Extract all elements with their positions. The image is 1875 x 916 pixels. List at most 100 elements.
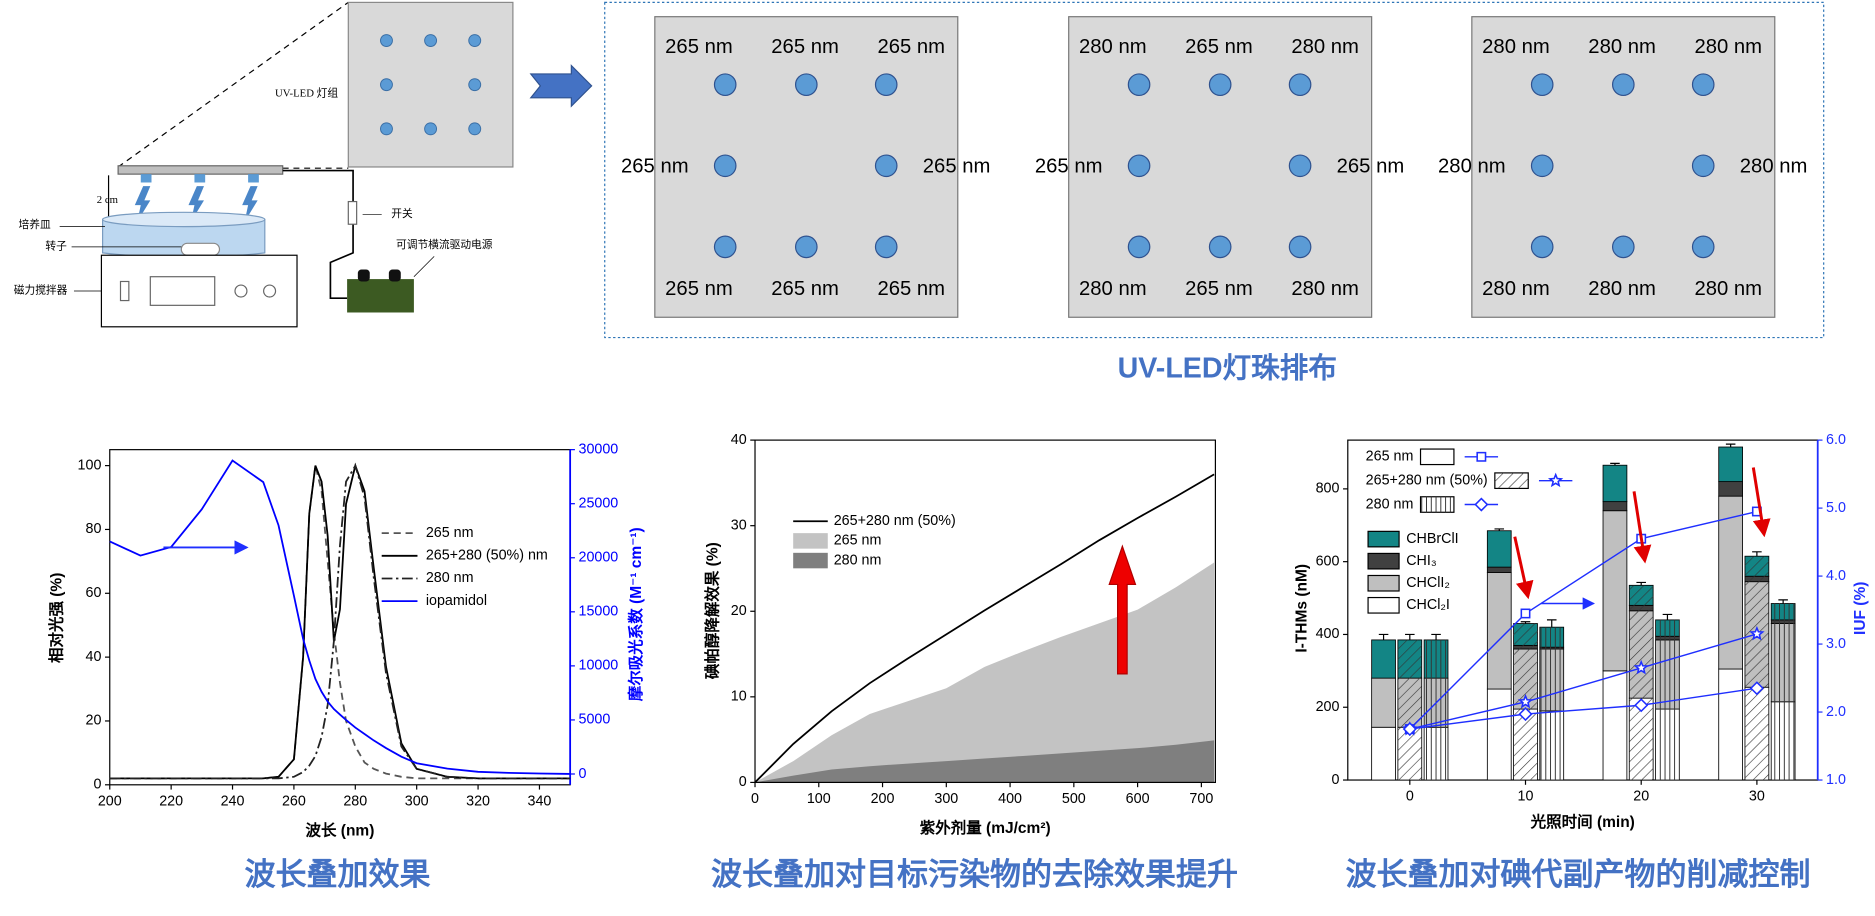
led-dot [1530, 73, 1554, 97]
layout-label: 280 nm [1588, 278, 1656, 300]
legend-swatch [1367, 574, 1400, 592]
series-line [109, 463, 571, 780]
setup-label: 磁力搅拌器 [14, 283, 68, 296]
led-dot [713, 73, 737, 97]
caption: 波长叠加效果 [245, 857, 431, 892]
y-tick-label: 60 [86, 585, 102, 601]
bar-segment [1655, 708, 1680, 781]
led-dot [1691, 154, 1715, 178]
led-dot [1611, 235, 1635, 259]
led-dot [1127, 154, 1151, 178]
bar-segment [1397, 639, 1423, 679]
caption: 波长叠加对目标污染物的去除效果提升 [711, 857, 1238, 892]
bar-segment [1718, 668, 1743, 781]
line-marker [1518, 707, 1533, 722]
layout-label: 280 nm [1482, 36, 1550, 58]
y2-tick-label: 6.0 [1826, 432, 1846, 448]
bar-segment [1539, 648, 1565, 712]
layout-label: 280 nm [1694, 278, 1762, 300]
led-dot [1288, 235, 1312, 259]
x-tick-label: 300 [934, 791, 958, 807]
stir-bar [180, 242, 221, 256]
error-bar [1662, 613, 1673, 620]
y-tick-label: 30 [731, 517, 747, 533]
legend-label: CHCl₂I [1406, 597, 1450, 613]
y2-tick-label: 3.0 [1826, 636, 1846, 652]
x-tick-label: 30 [1749, 789, 1765, 805]
power-knob [357, 269, 370, 282]
wire [329, 224, 354, 300]
setup-label: 2 cm [97, 194, 119, 206]
y-tick-label: 0 [93, 777, 101, 793]
annotation-arrow [1513, 536, 1534, 600]
stirrer-switch [119, 280, 130, 302]
led-dot [794, 235, 818, 259]
legend-label: 280 nm [426, 570, 474, 586]
x-tick-label: 260 [282, 793, 306, 809]
lamp-bar [117, 165, 284, 175]
x-tick-label: 300 [405, 793, 429, 809]
caption: 波长叠加对碘代副产物的削减控制 [1345, 857, 1810, 892]
y2-tick-label: 5.0 [1826, 500, 1846, 516]
layout-panel [654, 16, 959, 318]
led-dot [1530, 235, 1554, 259]
error-bar [1752, 551, 1762, 557]
layout-label: 280 nm [1694, 36, 1762, 58]
layout-label: 265 nm [877, 278, 945, 300]
legend-label: 265+280 nm (50%) [834, 513, 956, 529]
line-marker [1520, 608, 1531, 619]
led-dot [874, 154, 898, 178]
layouts: 265 nm 265 nm 265 nm 265 nm 265 nm 265 nm 265 … [621, 16, 1807, 318]
line-marker [1749, 681, 1764, 696]
x-tick-label: 0 [1406, 789, 1414, 805]
led-dot [1691, 73, 1715, 97]
bar-segment [1655, 619, 1680, 637]
setup-label: UV-LED 灯组 [275, 87, 338, 100]
switch [347, 200, 358, 225]
bar-segment [1628, 584, 1654, 606]
legend-swatch [793, 533, 828, 549]
error-bar [1431, 633, 1441, 640]
x-tick-label: 20 [1633, 789, 1649, 805]
layout-panel [1068, 16, 1373, 318]
ithm-chart: 0 200 400 600 800 1.0 2.0 3.0 4.0 5.0 6.0 0 10 20 30 26… [1294, 432, 1869, 831]
legend-label: 280 nm [1366, 496, 1414, 512]
layout-label: 280 nm [1438, 155, 1506, 177]
wire [282, 169, 354, 203]
knob [234, 284, 248, 298]
dish-top [102, 211, 266, 228]
legend-pattern [1494, 472, 1529, 489]
legend-label: 265 nm [426, 525, 474, 541]
legend-swatch [1367, 530, 1400, 548]
line-marker [1633, 659, 1649, 675]
setup: UV-LED 灯组 2 cm 培养皿 转子 磁力搅拌器 开关 [14, 1, 514, 328]
led-panel [347, 1, 514, 168]
flow-arrow [529, 64, 593, 108]
led-dot [1288, 73, 1312, 97]
bar-segment [1423, 639, 1449, 679]
setup-label: 可调节横流驱动电源 [396, 238, 493, 251]
bar-segment [1486, 688, 1512, 781]
x-tick-label: 100 [807, 791, 831, 807]
x-tick-label: 600 [1126, 791, 1150, 807]
y-tick-label: 400 [1316, 626, 1340, 642]
layout-label: 280 nm [1291, 36, 1359, 58]
legend-label: 280 nm [834, 552, 882, 568]
x-tick-label: 280 [343, 793, 367, 809]
y-tick-label: 40 [86, 649, 102, 665]
annotation-arrow [1632, 491, 1652, 564]
bar-segment [1513, 623, 1538, 646]
layout-label: 265 nm [1185, 278, 1253, 300]
bar-segment [1770, 619, 1796, 624]
bar-segment [1602, 501, 1628, 512]
line-marker [1474, 497, 1489, 512]
legend-swatch [1367, 552, 1400, 570]
layout-label: 265 nm [621, 155, 689, 177]
series-line [109, 462, 571, 780]
light-rays [134, 186, 258, 222]
legend-pattern [1420, 496, 1454, 513]
bar-segment [1744, 575, 1770, 583]
layout-label: 280 nm [1079, 278, 1147, 300]
bar-segment [1718, 481, 1743, 497]
